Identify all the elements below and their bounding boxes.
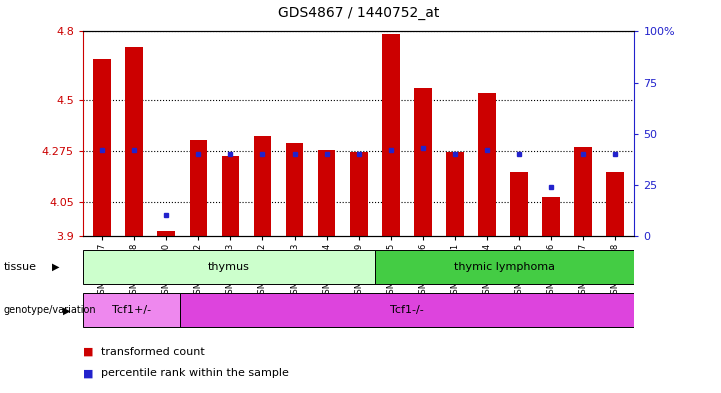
FancyBboxPatch shape xyxy=(375,250,634,284)
Text: ■: ■ xyxy=(83,347,94,357)
Text: ▶: ▶ xyxy=(52,262,59,272)
FancyBboxPatch shape xyxy=(180,294,634,327)
Text: transformed count: transformed count xyxy=(101,347,205,357)
Bar xyxy=(221,156,239,236)
Text: ▶: ▶ xyxy=(63,305,70,316)
Bar xyxy=(318,149,335,236)
Text: Tcf1-/-: Tcf1-/- xyxy=(391,305,424,316)
FancyBboxPatch shape xyxy=(83,250,375,284)
Bar xyxy=(510,172,528,236)
FancyBboxPatch shape xyxy=(83,294,180,327)
Text: ■: ■ xyxy=(83,368,94,378)
Bar xyxy=(157,231,175,236)
Bar xyxy=(125,47,143,236)
Bar xyxy=(350,152,368,236)
Bar xyxy=(446,152,464,236)
Bar xyxy=(478,93,496,236)
Text: thymic lymphoma: thymic lymphoma xyxy=(454,262,555,272)
Text: tissue: tissue xyxy=(4,262,37,272)
Text: percentile rank within the sample: percentile rank within the sample xyxy=(101,368,289,378)
Bar xyxy=(606,172,624,236)
Bar xyxy=(286,143,304,236)
Text: genotype/variation: genotype/variation xyxy=(4,305,96,316)
Bar xyxy=(542,197,560,236)
Text: thymus: thymus xyxy=(208,262,250,272)
Bar xyxy=(93,59,111,236)
Bar xyxy=(254,136,271,236)
Bar xyxy=(382,34,399,236)
Bar xyxy=(414,88,432,236)
Bar xyxy=(575,147,592,236)
Bar xyxy=(190,140,207,236)
Text: Tcf1+/-: Tcf1+/- xyxy=(112,305,151,316)
Text: GDS4867 / 1440752_at: GDS4867 / 1440752_at xyxy=(278,6,439,20)
